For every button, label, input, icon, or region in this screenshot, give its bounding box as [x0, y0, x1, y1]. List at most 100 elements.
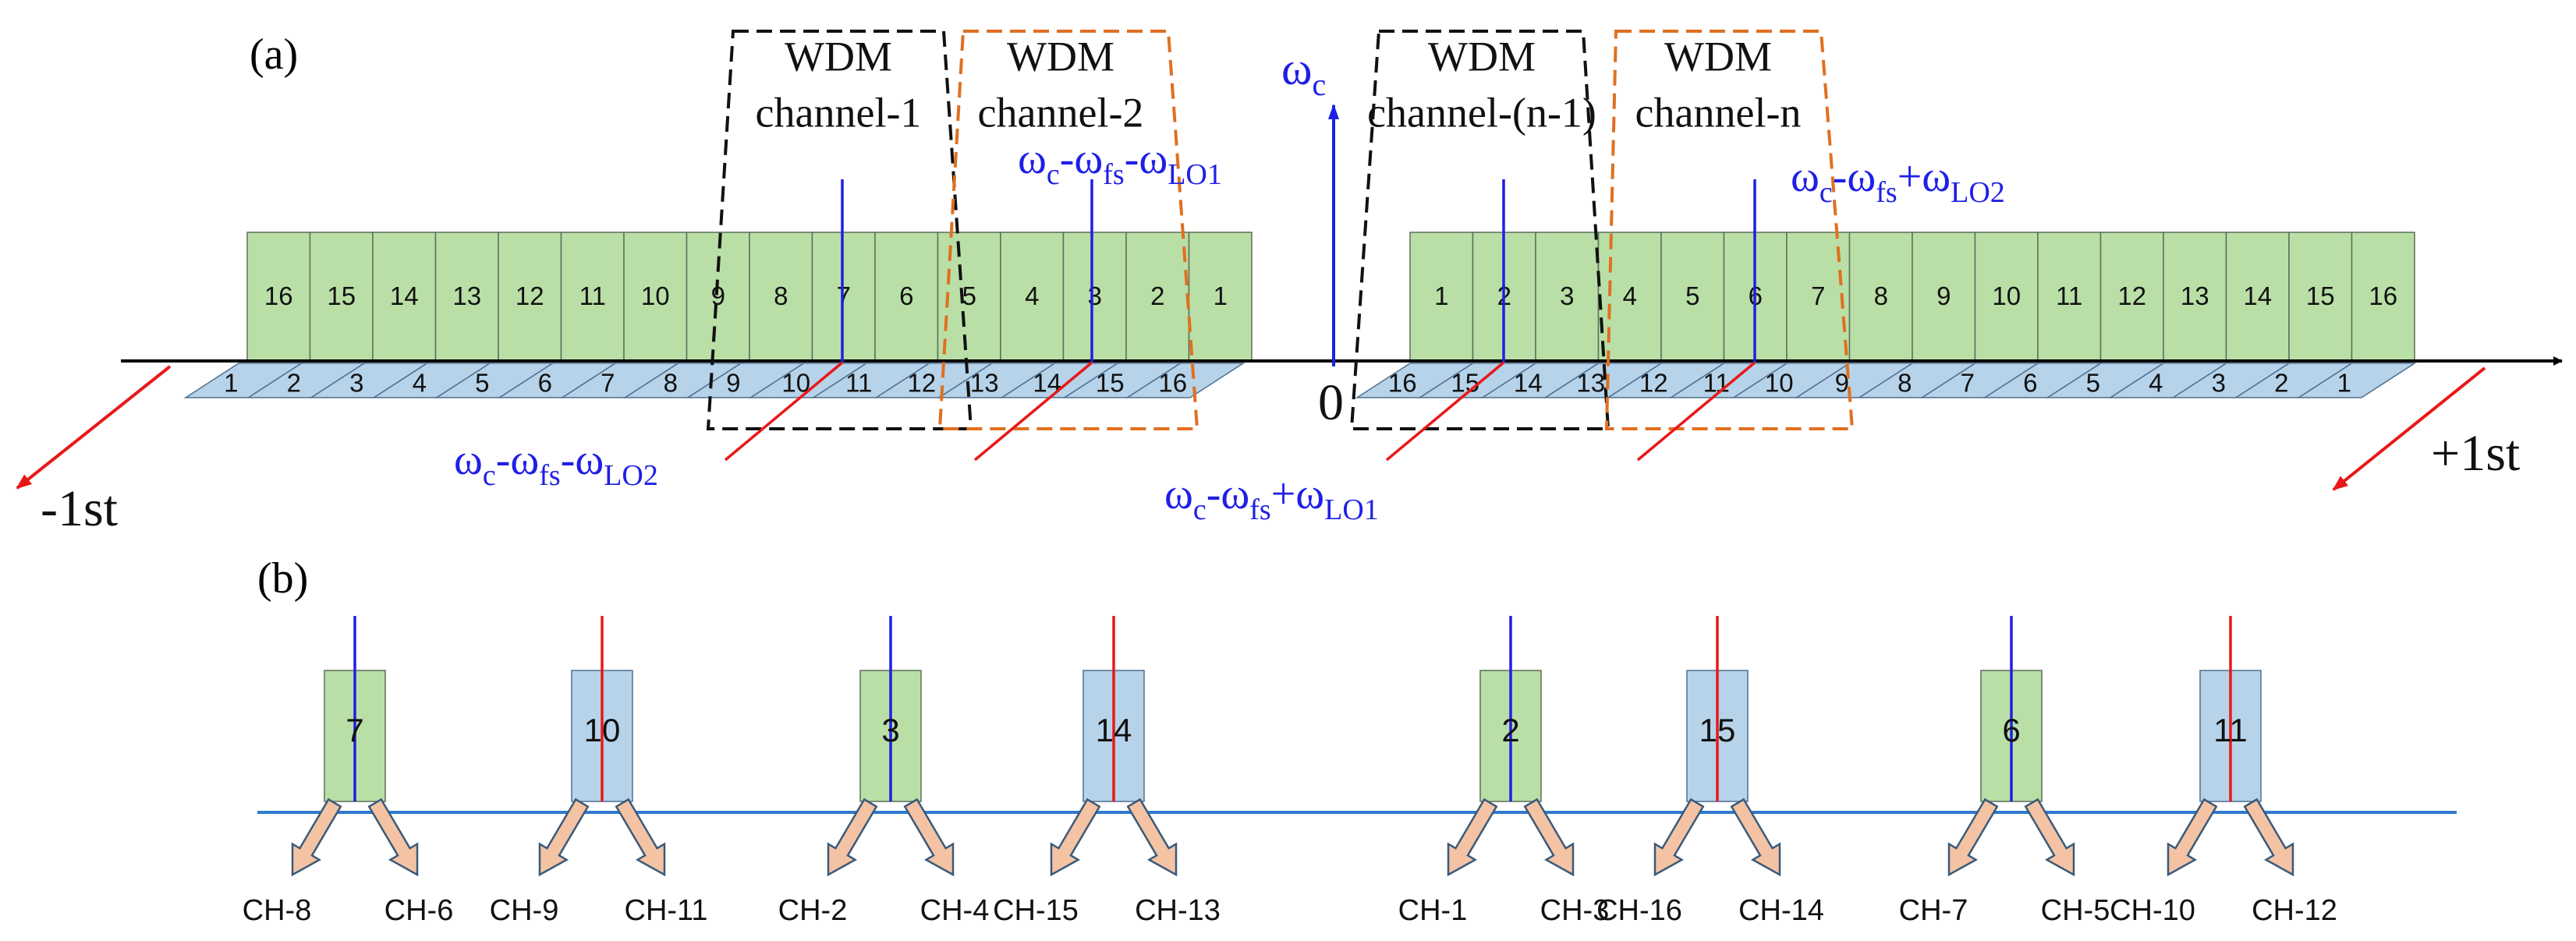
left-green-box-label: 15 [327, 281, 356, 310]
demux-arrow-right [367, 798, 419, 877]
right-blue-strip-label: 15 [1451, 369, 1479, 398]
left-blue-strip-label: 3 [349, 369, 363, 398]
panel-b-label: (b) [257, 554, 308, 603]
left-green-box-label: 5 [962, 281, 976, 310]
demux-arrow-right [1523, 798, 1575, 877]
demux-arrow-left [827, 798, 878, 877]
right-green-box [2037, 232, 2102, 362]
diffraction-line [724, 361, 844, 462]
demux-box-label: 15 [1699, 712, 1736, 748]
minus-order-label: -1st [41, 480, 118, 537]
diffraction-line [1385, 361, 1505, 462]
left-blue-strip-label: 12 [907, 369, 936, 398]
left-green-box [686, 232, 750, 362]
wdm-label-line2: channel-(n-1) [1367, 89, 1596, 136]
wdm-label-line1: WDM [1664, 33, 1772, 80]
wdm-label-line1: WDM [785, 33, 892, 80]
left-green-box-label: 12 [516, 281, 544, 310]
right-blue-strip-label: 5 [2086, 369, 2100, 398]
left-green-box-label: 13 [452, 281, 481, 310]
channel-label-right: CH-4 [920, 894, 990, 927]
demux-box-label: 7 [345, 712, 363, 748]
left-green-box [1188, 232, 1253, 362]
left-blue-strip-label: 15 [1096, 369, 1125, 398]
demux-box-label: 6 [2002, 712, 2020, 748]
left-blue-strip-label: 8 [664, 369, 678, 398]
right-blue-strip [2296, 363, 2417, 398]
right-green-box [1535, 232, 1600, 362]
demux-item: 11 CH-10 CH-12 [2110, 616, 2337, 927]
demux-box-label: 10 [584, 712, 621, 748]
channel-label-left: CH-10 [2110, 894, 2195, 927]
right-green-box-label: 8 [1874, 281, 1888, 310]
demux-arrow-right [903, 798, 955, 877]
left-blue-strip-label: 6 [538, 369, 552, 398]
right-green-box [2288, 232, 2353, 362]
right-blue-strip-label: 2 [2274, 369, 2288, 398]
right-blue-strip-label: 3 [2212, 369, 2226, 398]
wdm-label-line1: WDM [1428, 33, 1536, 80]
plus-order-label: +1st [2431, 425, 2520, 482]
right-blue-strip-label: 12 [1639, 369, 1668, 398]
right-green-box [1974, 232, 2039, 362]
left-blue-strip-label: 2 [287, 369, 301, 398]
right-green-box [1660, 232, 1725, 362]
left-blue-strip [1125, 363, 1245, 398]
carrier-label: ωc [1281, 43, 1326, 102]
right-green-box-label: 16 [2369, 281, 2397, 310]
left-green-box-label: 11 [579, 281, 606, 310]
right-green-box-label: 11 [2056, 281, 2082, 310]
right-blue-strip-label: 14 [1514, 369, 1543, 398]
demux-arrow-right [615, 798, 666, 877]
left-green-box-label: 8 [774, 281, 788, 310]
right-green-box-label: 7 [1811, 281, 1825, 310]
right-green-box [2163, 232, 2227, 362]
frequency-label: ωc-ωfs+ωLO2 [1791, 153, 2005, 209]
left-green-box-label: 2 [1150, 281, 1164, 310]
wdm-window [1349, 30, 1610, 430]
right-blue-strip-label: 11 [1703, 369, 1730, 398]
right-blue-strip-label: 13 [1576, 369, 1605, 398]
right-green-box [1409, 232, 1474, 362]
left-green-box [309, 232, 374, 362]
right-green-box-label: 3 [1560, 281, 1574, 310]
demux-item: 10 CH-9 CH-11 [490, 616, 708, 927]
right-blue-strip-label: 16 [1388, 369, 1417, 398]
right-green-box-label: 4 [1623, 281, 1637, 310]
right-green-box-label: 15 [2306, 281, 2335, 310]
blue-spectrum-strips: 1 2 3 4 5 6 7 8 9 10 11 12 13 14 15 16 16 15 14 13 12 11 10 9 8 7… [183, 363, 2417, 398]
diffraction-line [1636, 361, 1756, 462]
demux-item: 6 CH-7 CH-5 [1899, 616, 2110, 927]
demux-arrow-left [1947, 798, 1999, 877]
demux-arrow-left [1050, 798, 1101, 877]
wdm-label-line2: channel-n [1635, 89, 1802, 136]
left-blue-strip-label: 16 [1158, 369, 1187, 398]
demux-box-label: 3 [881, 712, 899, 748]
left-green-box-label: 6 [899, 281, 913, 310]
channel-label-right: CH-13 [1135, 894, 1221, 927]
left-blue-strip-label: 9 [726, 369, 740, 398]
panel-b: (b) 7 CH-8 CH-6 10 CH-9 CH-11 3 CH-2 CH-4 14 CH-15… [243, 554, 2457, 927]
demux-channels: 7 CH-8 CH-6 10 CH-9 CH-11 3 CH-2 CH-4 14 CH-15 CH-1… [243, 616, 2337, 927]
demux-item: 2 CH-1 CH-3 [1398, 616, 1609, 927]
demux-arrow-right [1126, 798, 1178, 877]
demux-item: 15 CH-16 CH-14 [1596, 616, 1824, 927]
left-green-box [749, 232, 813, 362]
demux-arrow-left [1447, 798, 1498, 877]
channel-label-right: CH-14 [1738, 894, 1824, 927]
demux-arrow-left [538, 798, 590, 877]
green-spectrum-boxes: 1615141312111098765432112345678910111213… [246, 232, 2415, 362]
right-blue-strip-label: 8 [1897, 369, 1912, 398]
channel-label-left: CH-16 [1596, 894, 1682, 927]
right-blue-strip-label: 4 [2149, 369, 2163, 398]
right-blue-strip-label: 7 [1961, 369, 1975, 398]
minus-order-arrow [16, 365, 172, 490]
left-green-box [623, 232, 688, 362]
demux-item: 14 CH-15 CH-13 [993, 616, 1221, 927]
zero-label: 0 [1318, 374, 1344, 431]
frequency-label: ωc-ωfs-ωLO2 [454, 436, 658, 492]
left-blue-strip-label: 5 [475, 369, 489, 398]
diffraction-line [973, 361, 1093, 462]
demux-item: 3 CH-2 CH-4 [778, 616, 990, 927]
